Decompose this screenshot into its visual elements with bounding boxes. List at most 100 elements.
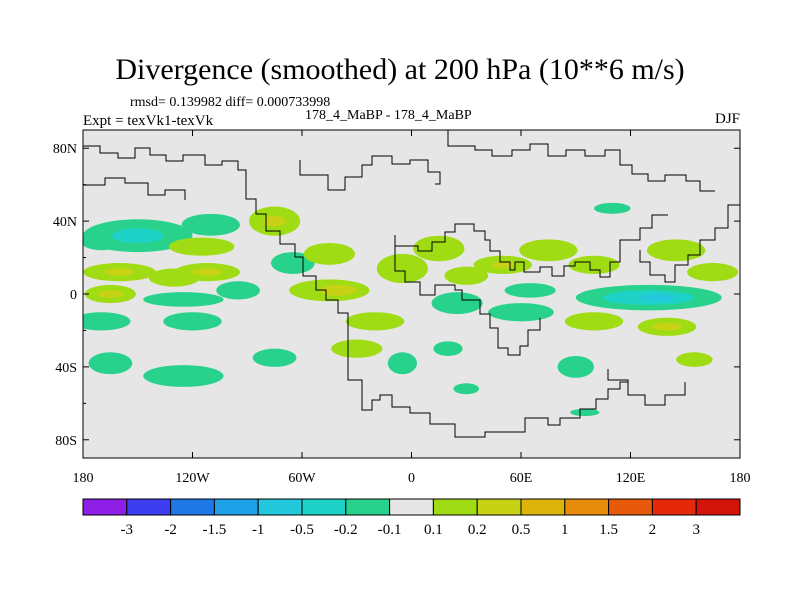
colorbar-label: 0.1 [424, 522, 443, 538]
divergence-field [83, 202, 739, 417]
colorbar-swatch [257, 498, 303, 516]
case-label: 178_4_MaBP - 178_4_MaBP [305, 108, 472, 123]
colorbar-swatch [608, 498, 653, 516]
contour-blob-25 [519, 239, 578, 262]
contour-blob-49 [453, 383, 480, 395]
coastline-africa-south [394, 246, 541, 356]
contour-blob-12 [270, 252, 315, 274]
colorbar-swatch [432, 498, 478, 516]
contour-blob-8 [104, 268, 135, 276]
coastline-eurasia-africa [447, 130, 715, 192]
page-title: Divergence (smoothed) at 200 hPa (10**6 … [115, 53, 685, 86]
x-tick-label: 60W [288, 471, 316, 486]
contour-blob-46 [433, 341, 463, 356]
colorbar-label: 1.5 [599, 522, 618, 538]
contour-blob-13 [303, 242, 355, 265]
colorbar: -3 -2 -1.5 -1 -0.5 -0.2 -0.1 0.1 0.2 0.5 1 1.5 2 3 [82, 498, 741, 538]
contour-blob-16 [143, 292, 224, 307]
contour-blob-44 [331, 339, 383, 358]
contour-blob-17 [216, 281, 261, 300]
y-tick-label: 80S [55, 434, 77, 449]
contour-blob-40 [652, 323, 682, 331]
colorbar-swatch [345, 498, 391, 516]
colorbar-swatch [389, 498, 434, 516]
contour-blob-48 [676, 352, 713, 367]
contour-blob-19 [320, 284, 357, 296]
contour-blob-2 [112, 228, 164, 243]
contour-blob-50 [570, 408, 600, 417]
contour-blob-45 [387, 352, 417, 375]
x-tick-label: 120E [616, 471, 646, 486]
contour-blob-32 [639, 294, 677, 302]
colorbar-label: -0.5 [290, 522, 314, 538]
colorbar-label: -2 [164, 522, 177, 538]
contour-blob-38 [564, 312, 624, 331]
y-tick-label: 40S [55, 361, 77, 376]
coastline-greenland [299, 155, 441, 191]
contour-blob-21 [413, 235, 465, 262]
contour-blob-6 [263, 215, 286, 227]
colorbar-swatch [126, 498, 172, 516]
contour-blob-29 [504, 283, 556, 298]
contour-blob-51 [594, 202, 631, 214]
colorbar-swatch [213, 498, 259, 516]
colorbar-label: 0.2 [468, 522, 487, 538]
colorbar-label: 1 [561, 522, 569, 538]
contour-blob-11 [192, 268, 222, 276]
contour-blob-27 [646, 239, 706, 262]
colorbar-label: -1 [252, 522, 265, 538]
y-tick-label: 0 [70, 288, 77, 303]
contour-blob-20 [376, 253, 428, 284]
colorbar-label: -3 [121, 522, 134, 538]
colorbar-label: 3 [692, 522, 700, 538]
contour-blob-34 [83, 312, 131, 331]
colorbar-label: -0.1 [378, 522, 402, 538]
x-tick-label: 180 [730, 471, 751, 486]
x-tick-label: 60E [510, 471, 533, 486]
y-tick-label: 80N [53, 142, 77, 157]
coastline-asia-east [639, 204, 740, 283]
colorbar-swatch [170, 498, 215, 516]
contour-blob-41 [88, 352, 133, 375]
colorbar-swatch [520, 498, 566, 516]
contour-blob-35 [163, 312, 222, 331]
y-axis: 80N 40N 0 40S 80S [53, 142, 740, 449]
contour-blob-33 [431, 292, 483, 315]
colorbar-label: -0.2 [334, 522, 358, 538]
coastline-australia [607, 369, 686, 406]
contour-blob-28 [687, 263, 739, 282]
stats-label: rmsd= 0.139982 diff= 0.000733998 [130, 95, 331, 110]
contour-blob-36 [345, 312, 405, 331]
contour-blob-26 [568, 255, 620, 274]
contour-blob-37 [488, 303, 554, 322]
colorbar-label: -1.5 [203, 522, 227, 538]
coastline-north-america-arctic [83, 177, 186, 200]
x-tick-label: 0 [408, 471, 415, 486]
colorbar-swatch [564, 498, 610, 516]
colorbar-swatch [695, 498, 741, 516]
coastline-europe-africa [394, 214, 668, 278]
x-tick-label: 120W [175, 471, 210, 486]
coastlines [83, 130, 740, 438]
contour-blob-42 [143, 365, 224, 387]
contour-blob-3 [181, 213, 240, 236]
coastline-americas [83, 145, 628, 438]
colorbar-swatch [476, 498, 522, 516]
colorbar-swatch [651, 498, 697, 516]
contour-blob-4 [168, 237, 235, 256]
season-label: DJF [714, 111, 740, 127]
colorbar-swatch [82, 498, 128, 516]
experiment-label: Expt = texVk1-texVk [83, 113, 214, 129]
contour-blob-43 [252, 348, 297, 367]
contour-blob-47 [557, 355, 594, 378]
colorbar-label: 0.5 [512, 522, 531, 538]
colorbar-label: 2 [649, 522, 657, 538]
y-tick-label: 40N [53, 215, 77, 230]
contour-blob-24 [491, 261, 514, 269]
x-tick-label: 180 [73, 471, 94, 486]
contour-blob-15 [97, 290, 124, 298]
x-axis: 180 120W 60W 0 60E 120E 180 [73, 130, 751, 486]
colorbar-swatch [301, 498, 347, 516]
contour-blob-22 [444, 266, 489, 285]
